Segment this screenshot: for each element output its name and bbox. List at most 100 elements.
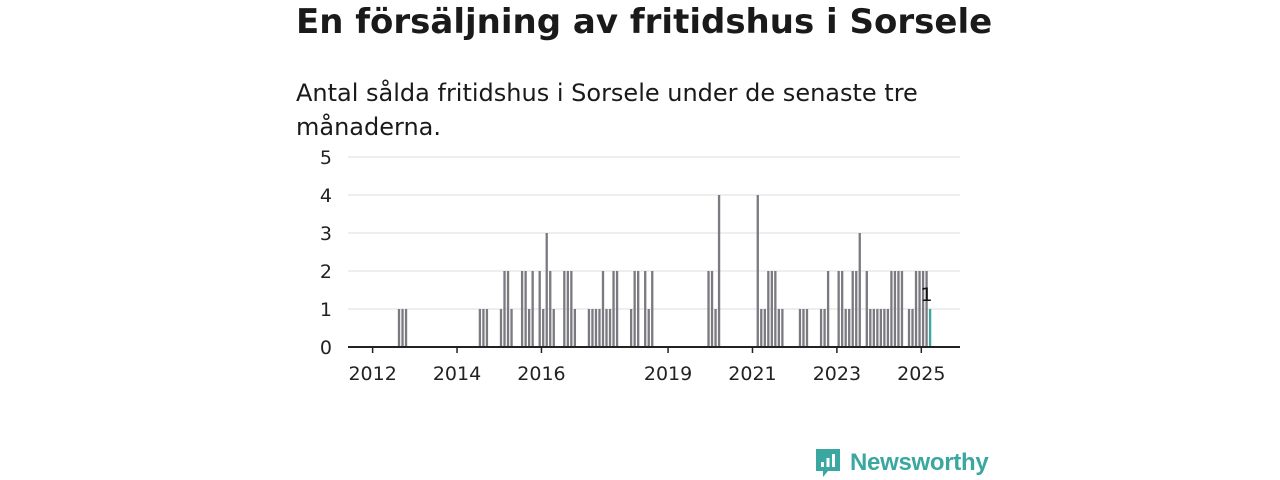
bar	[890, 271, 893, 347]
bar	[798, 309, 802, 347]
bar	[637, 271, 640, 347]
bar	[506, 271, 510, 347]
bar	[549, 271, 552, 347]
bar	[851, 271, 854, 347]
bar	[478, 309, 482, 347]
bar	[587, 309, 591, 347]
bar	[914, 271, 918, 347]
x-tick-label: 2012	[348, 363, 396, 385]
bar	[872, 309, 875, 347]
bar	[647, 309, 650, 347]
bar	[397, 309, 401, 347]
bar	[552, 309, 555, 347]
bar	[570, 271, 573, 347]
bar	[605, 309, 608, 347]
x-tick-label: 2014	[433, 363, 481, 385]
bar	[710, 271, 714, 347]
bar	[883, 309, 886, 347]
bar-chart: 0 1 2 3 4 5 2012 2014 2016 2019 2021 2023 2025 1	[320, 147, 960, 385]
bar	[566, 271, 569, 347]
y-tick-label: 3	[320, 223, 332, 245]
bar	[893, 271, 897, 347]
bar	[886, 309, 890, 347]
bar	[879, 309, 883, 347]
bar	[485, 309, 489, 347]
bar	[756, 195, 759, 347]
bar	[538, 271, 541, 347]
y-tick-label: 2	[320, 261, 332, 283]
bar	[767, 271, 770, 347]
bar	[598, 309, 601, 347]
data-label: 1	[921, 284, 933, 306]
bar	[911, 309, 914, 347]
newsworthy-logo-text: Newsworthy	[850, 449, 989, 476]
bar	[921, 271, 925, 347]
bar	[907, 309, 911, 347]
bar	[826, 271, 830, 347]
bar	[594, 309, 598, 347]
bar	[837, 271, 840, 347]
bar	[524, 271, 527, 347]
bar	[707, 271, 710, 347]
bar	[844, 309, 847, 347]
bar	[869, 309, 872, 347]
bar	[805, 309, 809, 347]
bar	[763, 309, 766, 347]
x-tick-label: 2025	[897, 363, 945, 385]
bar	[499, 309, 503, 347]
bar	[615, 271, 619, 347]
bar	[510, 309, 513, 347]
bar	[644, 271, 647, 347]
x-tick-label: 2019	[644, 363, 692, 385]
bar	[542, 309, 545, 347]
bar	[918, 271, 921, 347]
bar	[717, 195, 721, 347]
bar	[802, 309, 805, 347]
x-tick-label: 2023	[813, 363, 861, 385]
bar	[404, 309, 408, 347]
bar	[925, 271, 928, 347]
bar	[573, 309, 577, 347]
newsworthy-logo: Newsworthy	[814, 446, 989, 480]
bar	[855, 271, 858, 347]
bar	[503, 271, 506, 347]
bar	[900, 271, 904, 347]
bar	[760, 309, 763, 347]
bar	[876, 309, 879, 347]
chart-subtitle: Antal sålda fritidshus i Sorsele under d…	[296, 79, 918, 141]
bar	[848, 309, 851, 347]
bar	[612, 271, 615, 347]
bar	[563, 271, 566, 347]
bar	[714, 309, 717, 347]
bar	[777, 309, 781, 347]
bar	[841, 271, 844, 347]
bar	[865, 271, 868, 347]
bar	[629, 309, 633, 347]
y-tick-label: 5	[320, 147, 332, 169]
bar	[819, 309, 823, 347]
x-tick-label: 2021	[728, 363, 776, 385]
chart-title: En försäljning av fritidshus i Sorsele	[296, 2, 993, 42]
bar	[823, 309, 826, 347]
y-tick-label: 4	[320, 185, 332, 207]
bar	[531, 271, 534, 347]
bar	[651, 271, 654, 347]
bar	[545, 233, 548, 347]
bar	[527, 309, 531, 347]
bar	[928, 309, 932, 347]
bar	[401, 309, 404, 347]
bar	[591, 309, 594, 347]
bar	[781, 309, 784, 347]
bar	[520, 271, 524, 347]
bar	[601, 271, 605, 347]
x-tick-label: 2016	[517, 363, 565, 385]
bar	[633, 271, 636, 347]
y-tick-label: 0	[320, 337, 332, 359]
newsworthy-logo-icon	[816, 449, 840, 477]
bar	[770, 271, 773, 347]
bar	[858, 233, 861, 347]
bar	[897, 271, 900, 347]
bar	[482, 309, 485, 347]
bar	[774, 271, 777, 347]
bar	[608, 309, 612, 347]
